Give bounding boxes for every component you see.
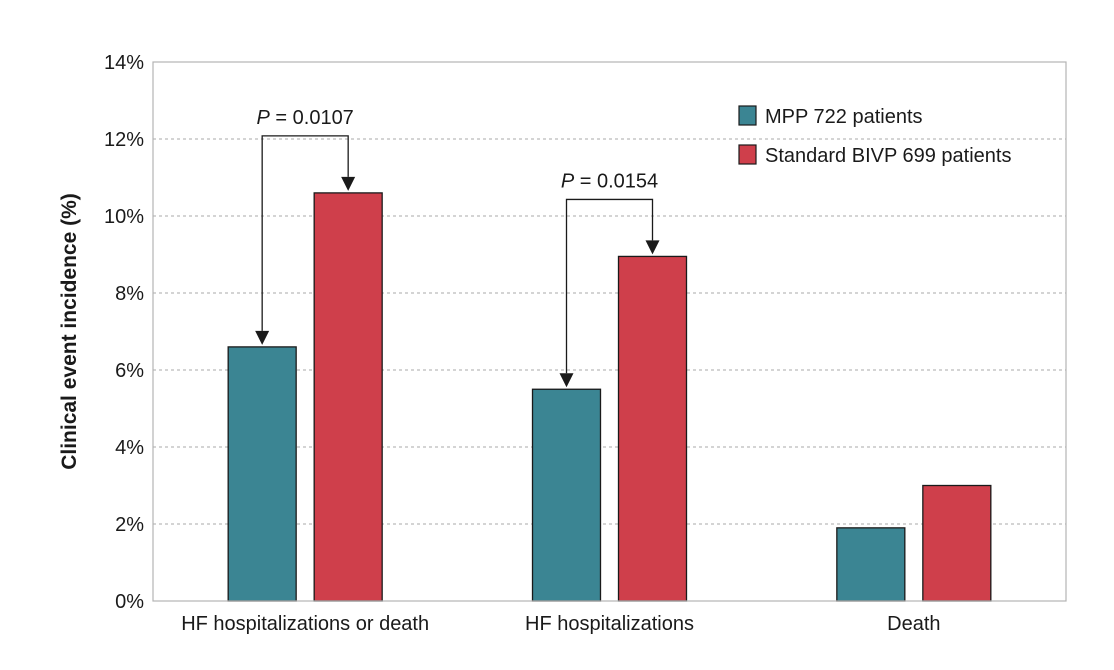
y-tick-label: 4% [115, 437, 144, 459]
p-value-annotations: P = 0.0107 P = 0.0154 [255, 107, 660, 388]
y-tick-label: 0% [115, 591, 144, 613]
bar [531, 388, 602, 602]
x-tick-label: HF hospitalizations or death [181, 613, 429, 635]
x-tick-label: HF hospitalizations [525, 613, 694, 635]
annotation-bracket [565, 198, 654, 374]
plot-frame [152, 61, 1067, 602]
y-tick-label: 10% [104, 206, 144, 228]
bar [313, 192, 383, 602]
gridlines [153, 138, 1066, 525]
bar [836, 527, 906, 602]
p-value-label: P = 0.0107 [257, 107, 354, 129]
annotation-arrowhead [645, 240, 660, 255]
bars [227, 192, 992, 602]
bar [617, 255, 688, 602]
annotation-bracket [261, 135, 349, 331]
y-tick-label: 12% [104, 129, 144, 151]
x-tick-label: Death [887, 613, 940, 635]
legend-swatch [738, 144, 757, 165]
y-tick-label: 2% [115, 514, 144, 536]
y-axis-ticks: 0% 2% 4% 6% 8% 10% 12% 14% [104, 52, 144, 613]
x-axis-ticks: HF hospitalizations or death HF hospitali… [181, 613, 940, 635]
legend-label: Standard BIVP 699 patients [765, 145, 1011, 167]
legend-label: MPP 722 patients [765, 106, 923, 128]
p-value-label: P = 0.0154 [561, 170, 658, 192]
annotation-arrowhead [559, 373, 574, 388]
annotation-arrowhead [255, 330, 270, 345]
annotation-arrowhead [341, 176, 356, 191]
y-tick-label: 14% [104, 52, 144, 74]
bar [922, 484, 992, 602]
legend-swatch [738, 105, 757, 126]
y-tick-label: 6% [115, 360, 144, 382]
y-axis-label: Clinical event incidence (%) [58, 193, 81, 470]
y-tick-label: 8% [115, 283, 144, 305]
bar [227, 346, 297, 602]
legend: MPP 722 patients Standard BIVP 699 patien… [738, 105, 1011, 167]
